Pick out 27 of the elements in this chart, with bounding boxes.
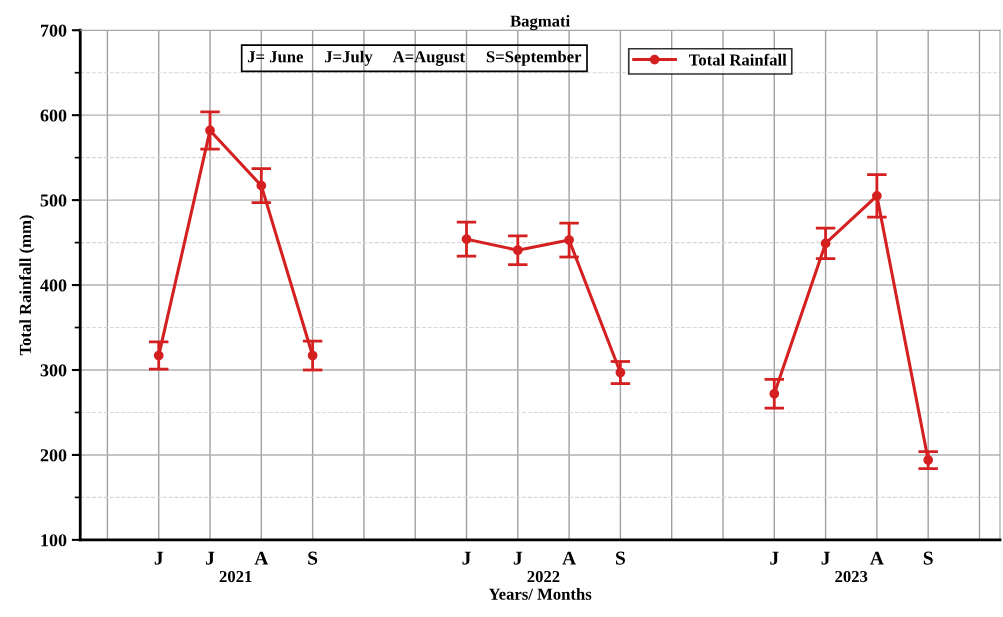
legend-label: Total Rainfall bbox=[689, 53, 787, 66]
y-tick-label: 300 bbox=[40, 364, 67, 377]
text: 2023 bbox=[835, 570, 868, 583]
x-tick-label: J bbox=[206, 551, 215, 565]
y-tick-label: 200 bbox=[40, 449, 67, 462]
x-tick-label: J bbox=[513, 551, 523, 565]
x-axis-title: Years/ Months bbox=[488, 588, 592, 600]
chart-title: Bagmati bbox=[510, 14, 570, 31]
x-tick-label: S bbox=[923, 551, 933, 565]
x-tick-label: A bbox=[254, 551, 269, 565]
y-axis-title: Total Rainfall (mm) bbox=[19, 215, 35, 356]
x-tick-label: J bbox=[821, 551, 830, 565]
x-tick-label: A bbox=[870, 551, 884, 565]
y-tick-label: 700 bbox=[40, 24, 67, 37]
text: 2022 bbox=[527, 570, 560, 583]
annotation: J= June J=July A=August S=September bbox=[247, 50, 582, 66]
x-tick-label: J bbox=[770, 551, 779, 565]
y-tick-label: 500 bbox=[40, 194, 67, 207]
x-tick-label: A bbox=[562, 551, 576, 565]
x-tick-label: J bbox=[462, 551, 471, 565]
x-tick-label: J bbox=[154, 551, 164, 565]
y-tick-label: 100 bbox=[41, 534, 67, 547]
x-tick-label: S bbox=[616, 551, 625, 565]
x-tick-label: S bbox=[308, 551, 318, 565]
y-tick-label: 400 bbox=[40, 279, 67, 292]
text: 2021 bbox=[219, 570, 252, 583]
y-tick-label: 600 bbox=[40, 109, 67, 122]
